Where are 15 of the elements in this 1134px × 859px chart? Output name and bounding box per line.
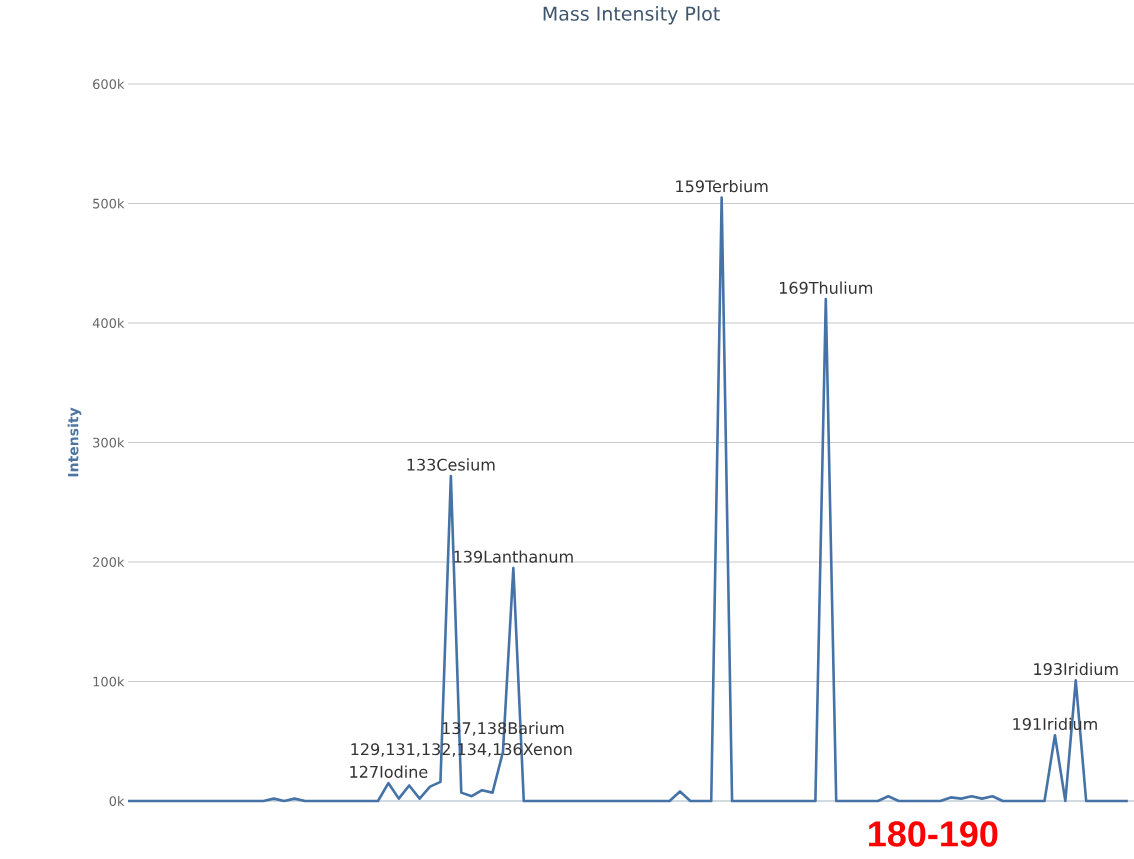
y-axis-title: Intensity bbox=[67, 407, 82, 477]
text: 180-190 bbox=[869, 821, 998, 847]
y-tick-label: 0k bbox=[109, 795, 125, 807]
y-tick-label: 400k bbox=[92, 317, 125, 329]
annotation: 159Terbium bbox=[676, 179, 768, 193]
y-tick-label: 500k bbox=[93, 198, 125, 209]
y-tick-label: 300k bbox=[93, 437, 125, 448]
annotation: 193Iridium bbox=[1034, 662, 1118, 676]
y-tick-label: 200k bbox=[93, 556, 125, 568]
chart-title: Mass Intensity Plot bbox=[543, 6, 720, 25]
annotation: 133Cesium bbox=[407, 458, 495, 471]
y-tick-label: 100k bbox=[93, 676, 125, 687]
y-tick-label: 600k bbox=[93, 78, 125, 90]
annotation: 169Thulium bbox=[779, 281, 873, 294]
annotation: 127Iodine bbox=[350, 765, 428, 778]
